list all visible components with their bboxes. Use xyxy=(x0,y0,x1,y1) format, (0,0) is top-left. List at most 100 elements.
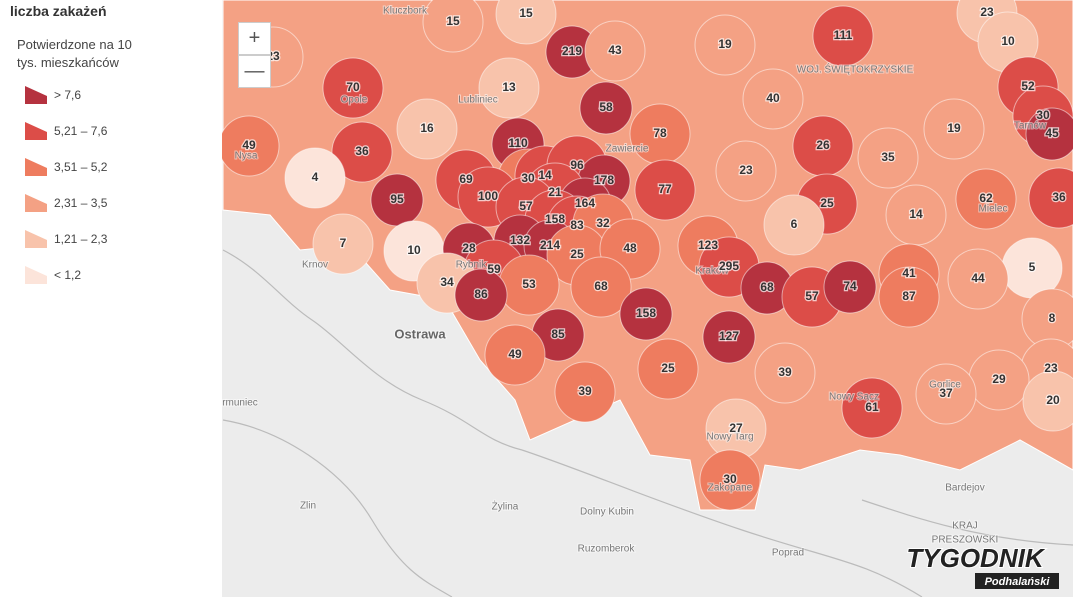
place-label: Zlin xyxy=(300,501,316,512)
district-area xyxy=(222,115,280,177)
place-label: Żylina xyxy=(492,500,519,513)
district-value: 44 xyxy=(971,271,985,285)
district-area xyxy=(878,266,940,328)
district-area xyxy=(637,338,699,400)
district-area xyxy=(715,140,777,202)
district-area xyxy=(812,5,874,67)
place-label: Opole xyxy=(341,95,368,106)
place-label: Poprad xyxy=(772,548,804,559)
district-value: 68 xyxy=(760,280,774,294)
district-value: 295 xyxy=(719,259,739,273)
swatch-shape xyxy=(25,122,47,140)
district-value: 14 xyxy=(909,207,923,221)
district-area xyxy=(823,260,877,314)
swatch-shape xyxy=(25,194,47,212)
district-value: 10 xyxy=(1001,34,1015,48)
district-value: 78 xyxy=(653,126,667,140)
district-area xyxy=(322,57,384,119)
district-area xyxy=(841,377,903,439)
district-value: 14 xyxy=(538,168,552,182)
district-area xyxy=(754,342,816,404)
district-area xyxy=(857,127,919,189)
district-value: 49 xyxy=(508,347,522,361)
legend-label: < 1,2 xyxy=(54,268,82,282)
legend-panel: liczba zakażeń Potwierdzone na 10 tys. m… xyxy=(0,0,222,597)
district-value: 57 xyxy=(519,199,533,213)
zoom-in-button[interactable]: + xyxy=(238,22,271,55)
district-value: 45 xyxy=(1045,126,1059,140)
district-area xyxy=(554,361,616,423)
district-area xyxy=(478,57,540,119)
district-value: 83 xyxy=(570,218,584,232)
map[interactable]: Kluczbork Lubliniec Opole Nysa Zawiercie Krno… xyxy=(222,0,1073,597)
zoom-out-button[interactable]: — xyxy=(238,55,271,88)
legend-label: 5,21 – 7,6 xyxy=(54,124,108,138)
place-label: Zakopane xyxy=(708,483,753,494)
district-value: 178 xyxy=(594,173,614,187)
district-area xyxy=(1025,107,1073,161)
district-area xyxy=(634,159,696,221)
district-value: 36 xyxy=(1052,190,1066,204)
place-label: WOJ. ŚWIĘTOKRZYSKIE xyxy=(797,63,914,76)
place-label: Lubliniec xyxy=(458,95,497,106)
place-label: Nysa xyxy=(235,151,258,162)
place-label: Krnov xyxy=(302,260,328,271)
district-value: 19 xyxy=(947,121,961,135)
district-value: 39 xyxy=(578,384,592,398)
district-area xyxy=(495,0,557,45)
district-value: 23 xyxy=(739,163,753,177)
district-value: 111 xyxy=(834,28,853,42)
place-label: Rybnik xyxy=(456,260,488,271)
swatch-shape xyxy=(25,86,47,104)
district-value: 95 xyxy=(390,192,404,206)
district-value: 27 xyxy=(729,421,743,435)
district-value: 62 xyxy=(979,191,993,205)
district-value: 70 xyxy=(346,80,360,94)
legend-label: 1,21 – 2,3 xyxy=(54,232,108,246)
district-value: 7 xyxy=(340,236,347,250)
district-value: 74 xyxy=(843,279,857,293)
place-label: Bardejov xyxy=(945,483,984,494)
district-value: 43 xyxy=(608,43,622,57)
district-value: 132 xyxy=(510,233,530,247)
place-label: Ruzomberok xyxy=(578,544,636,555)
place-label: Mielec xyxy=(979,204,1008,215)
district-value: 13 xyxy=(502,80,516,94)
district-area xyxy=(1022,370,1073,432)
district-value: 85 xyxy=(551,327,565,341)
place-label: Ostrawa xyxy=(394,326,446,341)
place-label: Nowy Sącz xyxy=(829,392,879,403)
place-label: Nowy Targ xyxy=(706,432,753,443)
district-value: 32 xyxy=(596,216,610,230)
district-value: 127 xyxy=(719,329,739,343)
district-value: 26 xyxy=(816,138,830,152)
district-value: 10 xyxy=(407,243,421,257)
logo-subtitle: Podhalański xyxy=(985,576,1051,588)
district-area xyxy=(584,20,646,82)
district-value: 158 xyxy=(545,212,565,226)
place-label: PRESZOWSKI xyxy=(932,535,999,546)
district-area xyxy=(284,147,346,209)
district-value: 35 xyxy=(881,150,895,164)
district-area xyxy=(763,194,825,256)
district-value: 21 xyxy=(548,185,562,199)
district-area xyxy=(579,81,633,135)
district-value: 53 xyxy=(522,277,536,291)
district-value: 52 xyxy=(1021,79,1035,93)
district-value: 6 xyxy=(791,217,798,231)
district-value: 30 xyxy=(723,472,737,486)
place-label: rmuniec xyxy=(222,398,258,409)
district-value: 5 xyxy=(1029,260,1036,274)
place-label: Gorlice xyxy=(929,380,961,391)
district-value: 15 xyxy=(446,14,460,28)
legend-title: liczba zakażeń xyxy=(10,3,107,19)
district-value: 39 xyxy=(778,365,792,379)
district-area xyxy=(396,98,458,160)
district-area xyxy=(422,0,484,53)
district-value: 30 xyxy=(521,171,535,185)
district-value: 36 xyxy=(355,144,369,158)
district-value: 30 xyxy=(1036,108,1050,122)
district-value: 219 xyxy=(562,44,582,58)
legend-label: > 7,6 xyxy=(54,88,82,102)
